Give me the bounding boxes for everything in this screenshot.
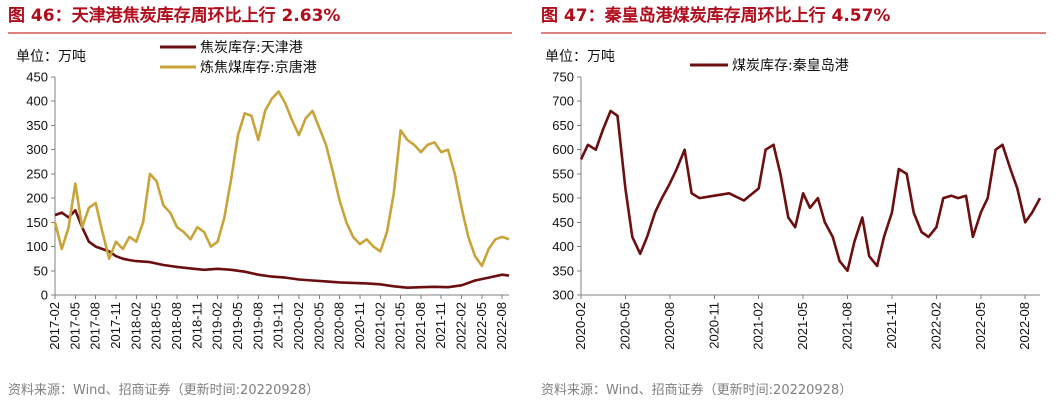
y-tick-label: 450 bbox=[26, 70, 48, 85]
x-tick-label: 2021-08 bbox=[840, 302, 855, 350]
chart-46-plot: 0 50 100 150 200 250 300 350 400 450 2017-02 2017-0… bbox=[26, 70, 510, 350]
y-tick-label: 600 bbox=[552, 142, 574, 157]
chart-47-legend: 煤炭库存:秦皇岛港 bbox=[690, 58, 849, 74]
x-tick-label: 2020-02 bbox=[291, 302, 306, 350]
x-tick-label: 2022-08 bbox=[494, 302, 509, 350]
x-tick-label: 2021-02 bbox=[372, 302, 387, 350]
chart-46-legend-label-1: 焦炭库存:天津港 bbox=[200, 40, 303, 56]
x-tick-label: 2021-05 bbox=[393, 302, 408, 350]
y-tick-label: 300 bbox=[26, 142, 48, 157]
x-tick-label: 2017-11 bbox=[108, 302, 123, 349]
y-tick-label: 100 bbox=[26, 239, 48, 254]
y-tick-label: 250 bbox=[26, 166, 48, 181]
x-tick-label: 2022-08 bbox=[1017, 302, 1032, 350]
y-tick-label: 700 bbox=[552, 94, 574, 109]
series-line-2 bbox=[53, 90, 510, 268]
chart-47-source-note: 资料来源：Wind、招商证券（更新时间:20220928） bbox=[541, 382, 852, 398]
x-tick-label: 2018-11 bbox=[189, 302, 204, 349]
x-tick-label: 2019-02 bbox=[210, 302, 225, 350]
x-tick-label: 2019-08 bbox=[250, 302, 265, 350]
x-tick-label: 2017-05 bbox=[67, 302, 82, 350]
x-tick-label: 2019-11 bbox=[271, 302, 286, 349]
x-tick-label: 2018-05 bbox=[149, 302, 164, 350]
chart-46-unit-label: 单位：万吨 bbox=[16, 49, 86, 65]
y-tick-label: 150 bbox=[26, 215, 48, 230]
x-tick-label: 2022-05 bbox=[474, 302, 489, 350]
x-tick-label: 2018-08 bbox=[169, 302, 184, 350]
y-tick-label: 750 bbox=[552, 70, 574, 85]
x-tick-label: 2022-05 bbox=[973, 302, 988, 350]
chart-46-title: 图 46：天津港焦炭库存周环比上行 2.63% bbox=[8, 5, 340, 26]
x-tick-label: 2021-05 bbox=[795, 302, 810, 350]
chart-47: 图 47：秦皇岛港煤炭库存周环比上行 4.57% 单位：万吨 煤炭库存:秦皇岛港… bbox=[541, 5, 1046, 350]
x-tick-label: 2021-08 bbox=[413, 302, 428, 350]
chart-47-unit-label: 单位：万吨 bbox=[545, 49, 615, 65]
y-tick-label: 350 bbox=[26, 118, 48, 133]
y-tick-label: 400 bbox=[552, 239, 574, 254]
y-tick-label: 450 bbox=[552, 215, 574, 230]
y-tick-label: 650 bbox=[552, 118, 574, 133]
x-tick-label: 2021-02 bbox=[751, 302, 766, 350]
y-tick-label: 500 bbox=[552, 191, 574, 206]
y-tick-label: 300 bbox=[552, 288, 574, 303]
x-tick-label: 2018-02 bbox=[128, 302, 143, 350]
x-tick-label: 2020-02 bbox=[573, 302, 588, 350]
x-tick-label: 2022-02 bbox=[454, 302, 469, 350]
x-tick-label: 2019-05 bbox=[230, 302, 245, 350]
x-tick-label: 2022-02 bbox=[928, 302, 943, 350]
chart-46: 图 46：天津港焦炭库存周环比上行 2.63% 单位：万吨 焦炭库存:天津港 炼… bbox=[8, 5, 512, 350]
y-tick-label: 0 bbox=[41, 288, 48, 303]
series-line-1 bbox=[579, 109, 1042, 273]
chart-47-plot: 300 350 400 450 500 550 600 650 700 750 2020-02 202… bbox=[552, 70, 1042, 350]
y-tick-label: 50 bbox=[34, 263, 48, 278]
x-tick-label: 2021-11 bbox=[884, 302, 899, 349]
y-tick-label: 350 bbox=[552, 263, 574, 278]
series-line-1 bbox=[54, 208, 510, 289]
chart-47-title: 图 47：秦皇岛港煤炭库存周环比上行 4.57% bbox=[541, 5, 890, 26]
x-tick-label: 2017-02 bbox=[47, 302, 62, 350]
chart-46-legend-label-2: 炼焦煤库存:京唐港 bbox=[200, 59, 317, 76]
y-tick-label: 200 bbox=[26, 191, 48, 206]
y-tick-label: 550 bbox=[552, 166, 574, 181]
x-tick-label: 2020-08 bbox=[662, 302, 677, 350]
x-tick-label: 2017-08 bbox=[88, 302, 103, 350]
chart-46-legend: 焦炭库存:天津港 炼焦煤库存:京唐港 bbox=[160, 40, 317, 76]
chart-47-legend-label-1: 煤炭库存:秦皇岛港 bbox=[732, 58, 849, 74]
x-tick-label: 2021-11 bbox=[433, 302, 448, 349]
x-tick-label: 2020-05 bbox=[311, 302, 326, 350]
y-tick-label: 400 bbox=[26, 94, 48, 109]
chart-46-source-note: 资料来源：Wind、招商证券（更新时间:20220928） bbox=[8, 382, 319, 398]
x-tick-label: 2020-11 bbox=[706, 302, 721, 349]
x-tick-label: 2020-08 bbox=[332, 302, 347, 350]
x-tick-label: 2020-05 bbox=[617, 302, 632, 350]
x-tick-label: 2020-11 bbox=[352, 302, 367, 349]
